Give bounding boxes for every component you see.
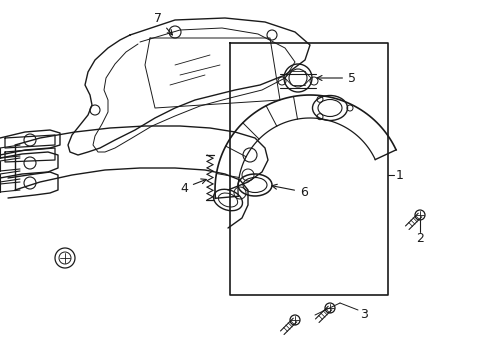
Text: 5: 5	[316, 72, 355, 85]
Text: 3: 3	[359, 309, 367, 321]
Text: 2: 2	[415, 231, 423, 244]
Text: 7: 7	[154, 12, 172, 35]
Text: 6: 6	[271, 184, 307, 198]
Text: 1: 1	[395, 168, 403, 181]
Text: 4: 4	[180, 179, 206, 194]
